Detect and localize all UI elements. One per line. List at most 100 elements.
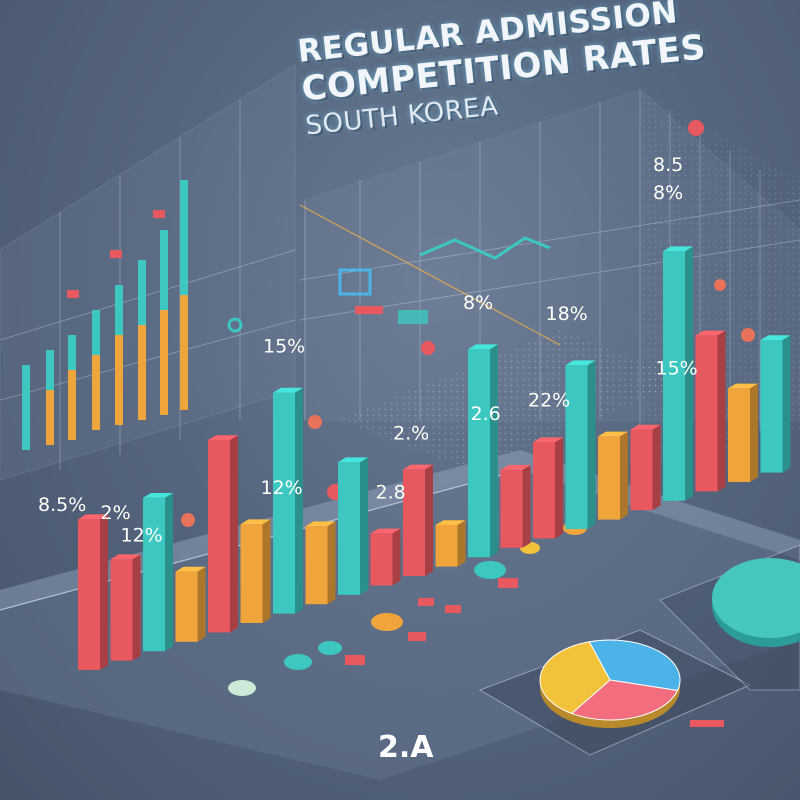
- bar-annotation: 8%: [463, 292, 493, 314]
- bar-side: [750, 383, 758, 482]
- bar-top: [663, 246, 693, 252]
- bar-side: [327, 521, 336, 605]
- bar-front: [760, 340, 783, 473]
- bar-annotation: 2.8: [376, 481, 406, 503]
- bar-side: [490, 344, 498, 558]
- bar-front: [598, 436, 620, 520]
- bar-side: [197, 566, 206, 642]
- bar-21: [728, 383, 758, 482]
- bar-front: [630, 429, 653, 511]
- bar-side: [555, 437, 563, 539]
- bar-front: [143, 497, 165, 652]
- bar-front: [468, 349, 490, 558]
- bar-front: [663, 251, 685, 501]
- bar-15: [533, 437, 563, 539]
- bar-top: [305, 521, 336, 527]
- bar-top: [728, 383, 758, 389]
- bar-top: [175, 566, 206, 572]
- bar-top: [695, 330, 726, 336]
- bar-annotation: 12%: [121, 525, 163, 547]
- bar-top: [565, 360, 596, 366]
- bar-front: [370, 533, 393, 586]
- bar-annotation: 8.5: [653, 154, 683, 176]
- bar-side: [685, 246, 693, 501]
- bar-top: [468, 344, 498, 350]
- bar-13: [468, 344, 498, 558]
- bar-side: [262, 519, 271, 623]
- bar-top: [273, 387, 303, 393]
- bar-11: [403, 464, 433, 576]
- bar-10: [370, 528, 401, 586]
- bar-annotations: 8.5%12%12%2%15%2.82.%8%2.618%22%15%8.58%…: [38, 154, 698, 547]
- bar-front: [273, 392, 295, 614]
- bar-front: [403, 469, 425, 576]
- bar-top: [78, 514, 108, 520]
- bar-top: [110, 554, 141, 560]
- bar-side: [425, 464, 433, 576]
- bar-chart: [78, 246, 791, 670]
- bar-side: [165, 493, 173, 652]
- bar-9: [338, 457, 368, 595]
- bar-top: [208, 435, 238, 440]
- bar-side: [295, 387, 303, 614]
- bar-top: [338, 457, 368, 463]
- bar-top: [143, 493, 173, 498]
- dotted-surface: [340, 330, 690, 470]
- bar-top: [760, 335, 791, 340]
- bar-14: [500, 465, 531, 548]
- bar-annotation: 18%: [546, 303, 588, 325]
- pie-platform: [478, 544, 800, 756]
- bar-side: [522, 465, 531, 548]
- bar-annotation: 22%: [528, 389, 570, 411]
- bar-side: [360, 457, 368, 595]
- bar-20: [695, 330, 726, 492]
- bar-side: [230, 435, 238, 633]
- pie-slice-2: [570, 679, 679, 721]
- bar-side: [652, 424, 661, 511]
- bar-front: [305, 526, 328, 605]
- bar-12: [435, 520, 466, 567]
- pie-slice-1: [588, 639, 681, 692]
- bar-side: [620, 431, 628, 520]
- left-back-panel: [0, 64, 296, 481]
- bar-top: [370, 528, 401, 534]
- bar-side: [717, 330, 726, 492]
- bar-18: [630, 424, 661, 511]
- footer-big-label: 2.A: [378, 730, 434, 765]
- bar-4: [175, 566, 206, 642]
- bar-top: [533, 437, 563, 443]
- bar-top: [403, 464, 433, 470]
- background-mini-bars: [22, 180, 188, 450]
- bar-front: [533, 442, 555, 539]
- bar-annotation: 2.6: [471, 403, 501, 425]
- bar-side: [782, 335, 791, 473]
- bar-side: [457, 520, 466, 567]
- decorative-markers: [181, 120, 755, 696]
- bar-top: [598, 431, 628, 437]
- bar-17: [598, 431, 628, 520]
- bar-front: [240, 524, 263, 623]
- bar-7: [273, 387, 303, 614]
- teal-disc: [712, 558, 800, 638]
- bar-top: [630, 424, 661, 430]
- bar-front: [565, 365, 588, 529]
- bar-annotation: 15%: [263, 336, 305, 358]
- bar-front: [338, 462, 360, 595]
- bar-side: [392, 528, 401, 586]
- bar-front: [695, 335, 718, 492]
- pie-chart: [539, 639, 681, 728]
- bar-side: [587, 360, 596, 529]
- pie-slice-3: [539, 641, 611, 715]
- bar-front: [78, 519, 100, 670]
- orange-guide-line: [299, 204, 561, 346]
- bar-5: [208, 435, 238, 633]
- bar-top: [500, 465, 531, 470]
- bar-annotation: 15%: [656, 358, 698, 380]
- bar-19: [663, 246, 693, 501]
- bar-front: [175, 571, 198, 642]
- bar-front: [500, 469, 523, 548]
- bar-8: [305, 521, 336, 605]
- bar-annotation: 2.%: [393, 422, 429, 444]
- bar-3: [143, 493, 173, 652]
